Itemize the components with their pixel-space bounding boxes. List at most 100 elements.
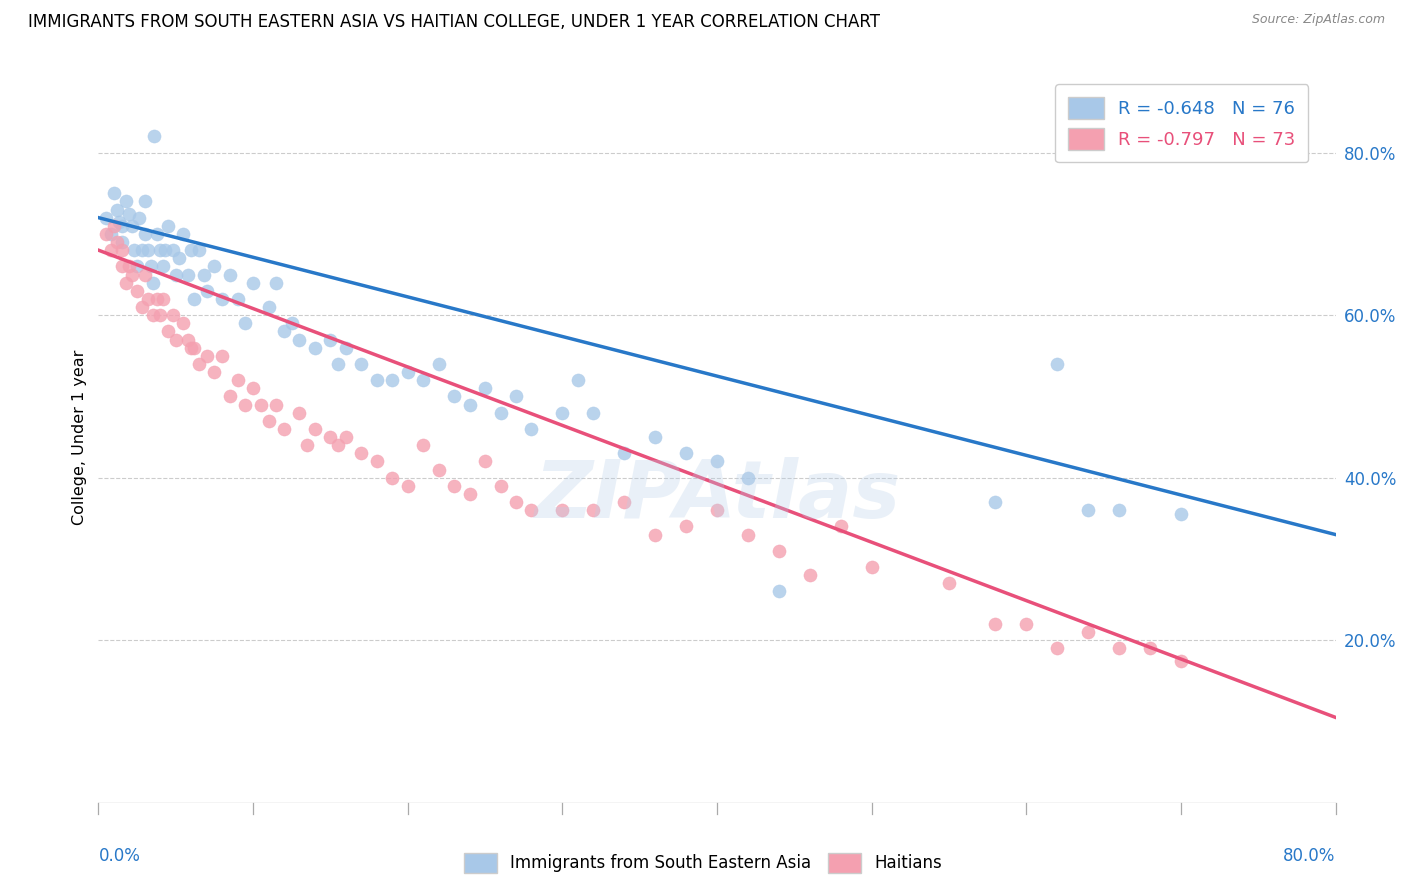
Point [1139,641,1161,656]
Point [412,373,434,387]
Point [257,300,280,314]
Point [1170,654,1192,668]
Point [146,292,169,306]
Point [1077,503,1099,517]
Point [335,341,357,355]
Point [266,276,288,290]
Point [675,519,697,533]
Point [204,260,226,274]
Point [204,365,226,379]
Point [474,454,496,468]
Point [706,454,728,468]
Point [350,446,373,460]
Point [111,219,134,233]
Point [335,430,357,444]
Point [830,519,852,533]
Point [226,292,249,306]
Point [142,308,165,322]
Point [582,503,605,517]
Point [474,381,496,395]
Text: Source: ZipAtlas.com: Source: ZipAtlas.com [1251,13,1385,27]
Point [131,300,153,314]
Point [366,454,388,468]
Point [127,260,149,274]
Point [118,260,141,274]
Point [1046,357,1069,371]
Point [115,276,138,290]
Point [183,341,205,355]
Point [489,406,512,420]
Point [149,308,172,322]
Point [111,243,134,257]
Point [235,316,257,330]
Point [165,333,187,347]
Point [737,527,759,541]
Text: IMMIGRANTS FROM SOUTH EASTERN ASIA VS HAITIAN COLLEGE, UNDER 1 YEAR CORRELATION : IMMIGRANTS FROM SOUTH EASTERN ASIA VS HA… [28,13,880,31]
Point [152,292,174,306]
Point [134,227,156,241]
Point [136,243,159,257]
Point [131,243,153,257]
Point [127,284,149,298]
Point [121,268,143,282]
Point [266,398,288,412]
Point [134,268,156,282]
Point [195,349,218,363]
Point [211,349,233,363]
Point [288,406,311,420]
Point [111,260,134,274]
Point [706,503,728,517]
Point [520,503,543,517]
Point [551,503,574,517]
Point [100,243,122,257]
Point [644,430,666,444]
Point [165,268,187,282]
Point [304,341,326,355]
Point [111,235,134,249]
Point [121,219,143,233]
Point [396,365,419,379]
Point [768,584,790,599]
Point [319,430,342,444]
Point [96,211,118,225]
Point [505,389,527,403]
Point [458,487,481,501]
Point [103,186,125,201]
Point [157,219,180,233]
Point [443,479,465,493]
Point [304,422,326,436]
Point [143,129,166,144]
Point [427,357,450,371]
Point [188,243,211,257]
Point [257,414,280,428]
Point [142,276,165,290]
Point [177,268,200,282]
Point [100,227,122,241]
Point [173,316,195,330]
Point [235,398,257,412]
Point [860,560,883,574]
Point [737,471,759,485]
Text: 80.0%: 80.0% [1284,847,1336,864]
Point [1077,625,1099,640]
Point [381,471,404,485]
Point [319,333,342,347]
Point [984,495,1007,509]
Point [297,438,319,452]
Point [288,333,311,347]
Point [799,568,821,582]
Point [1170,508,1192,522]
Point [768,544,790,558]
Point [458,398,481,412]
Point [219,389,242,403]
Point [250,398,273,412]
Point [134,194,156,209]
Point [242,276,264,290]
Point [188,357,211,371]
Point [157,325,180,339]
Legend: R = -0.648   N = 76, R = -0.797   N = 73: R = -0.648 N = 76, R = -0.797 N = 73 [1054,84,1308,162]
Point [118,206,141,220]
Point [242,381,264,395]
Point [551,406,574,420]
Point [107,215,129,229]
